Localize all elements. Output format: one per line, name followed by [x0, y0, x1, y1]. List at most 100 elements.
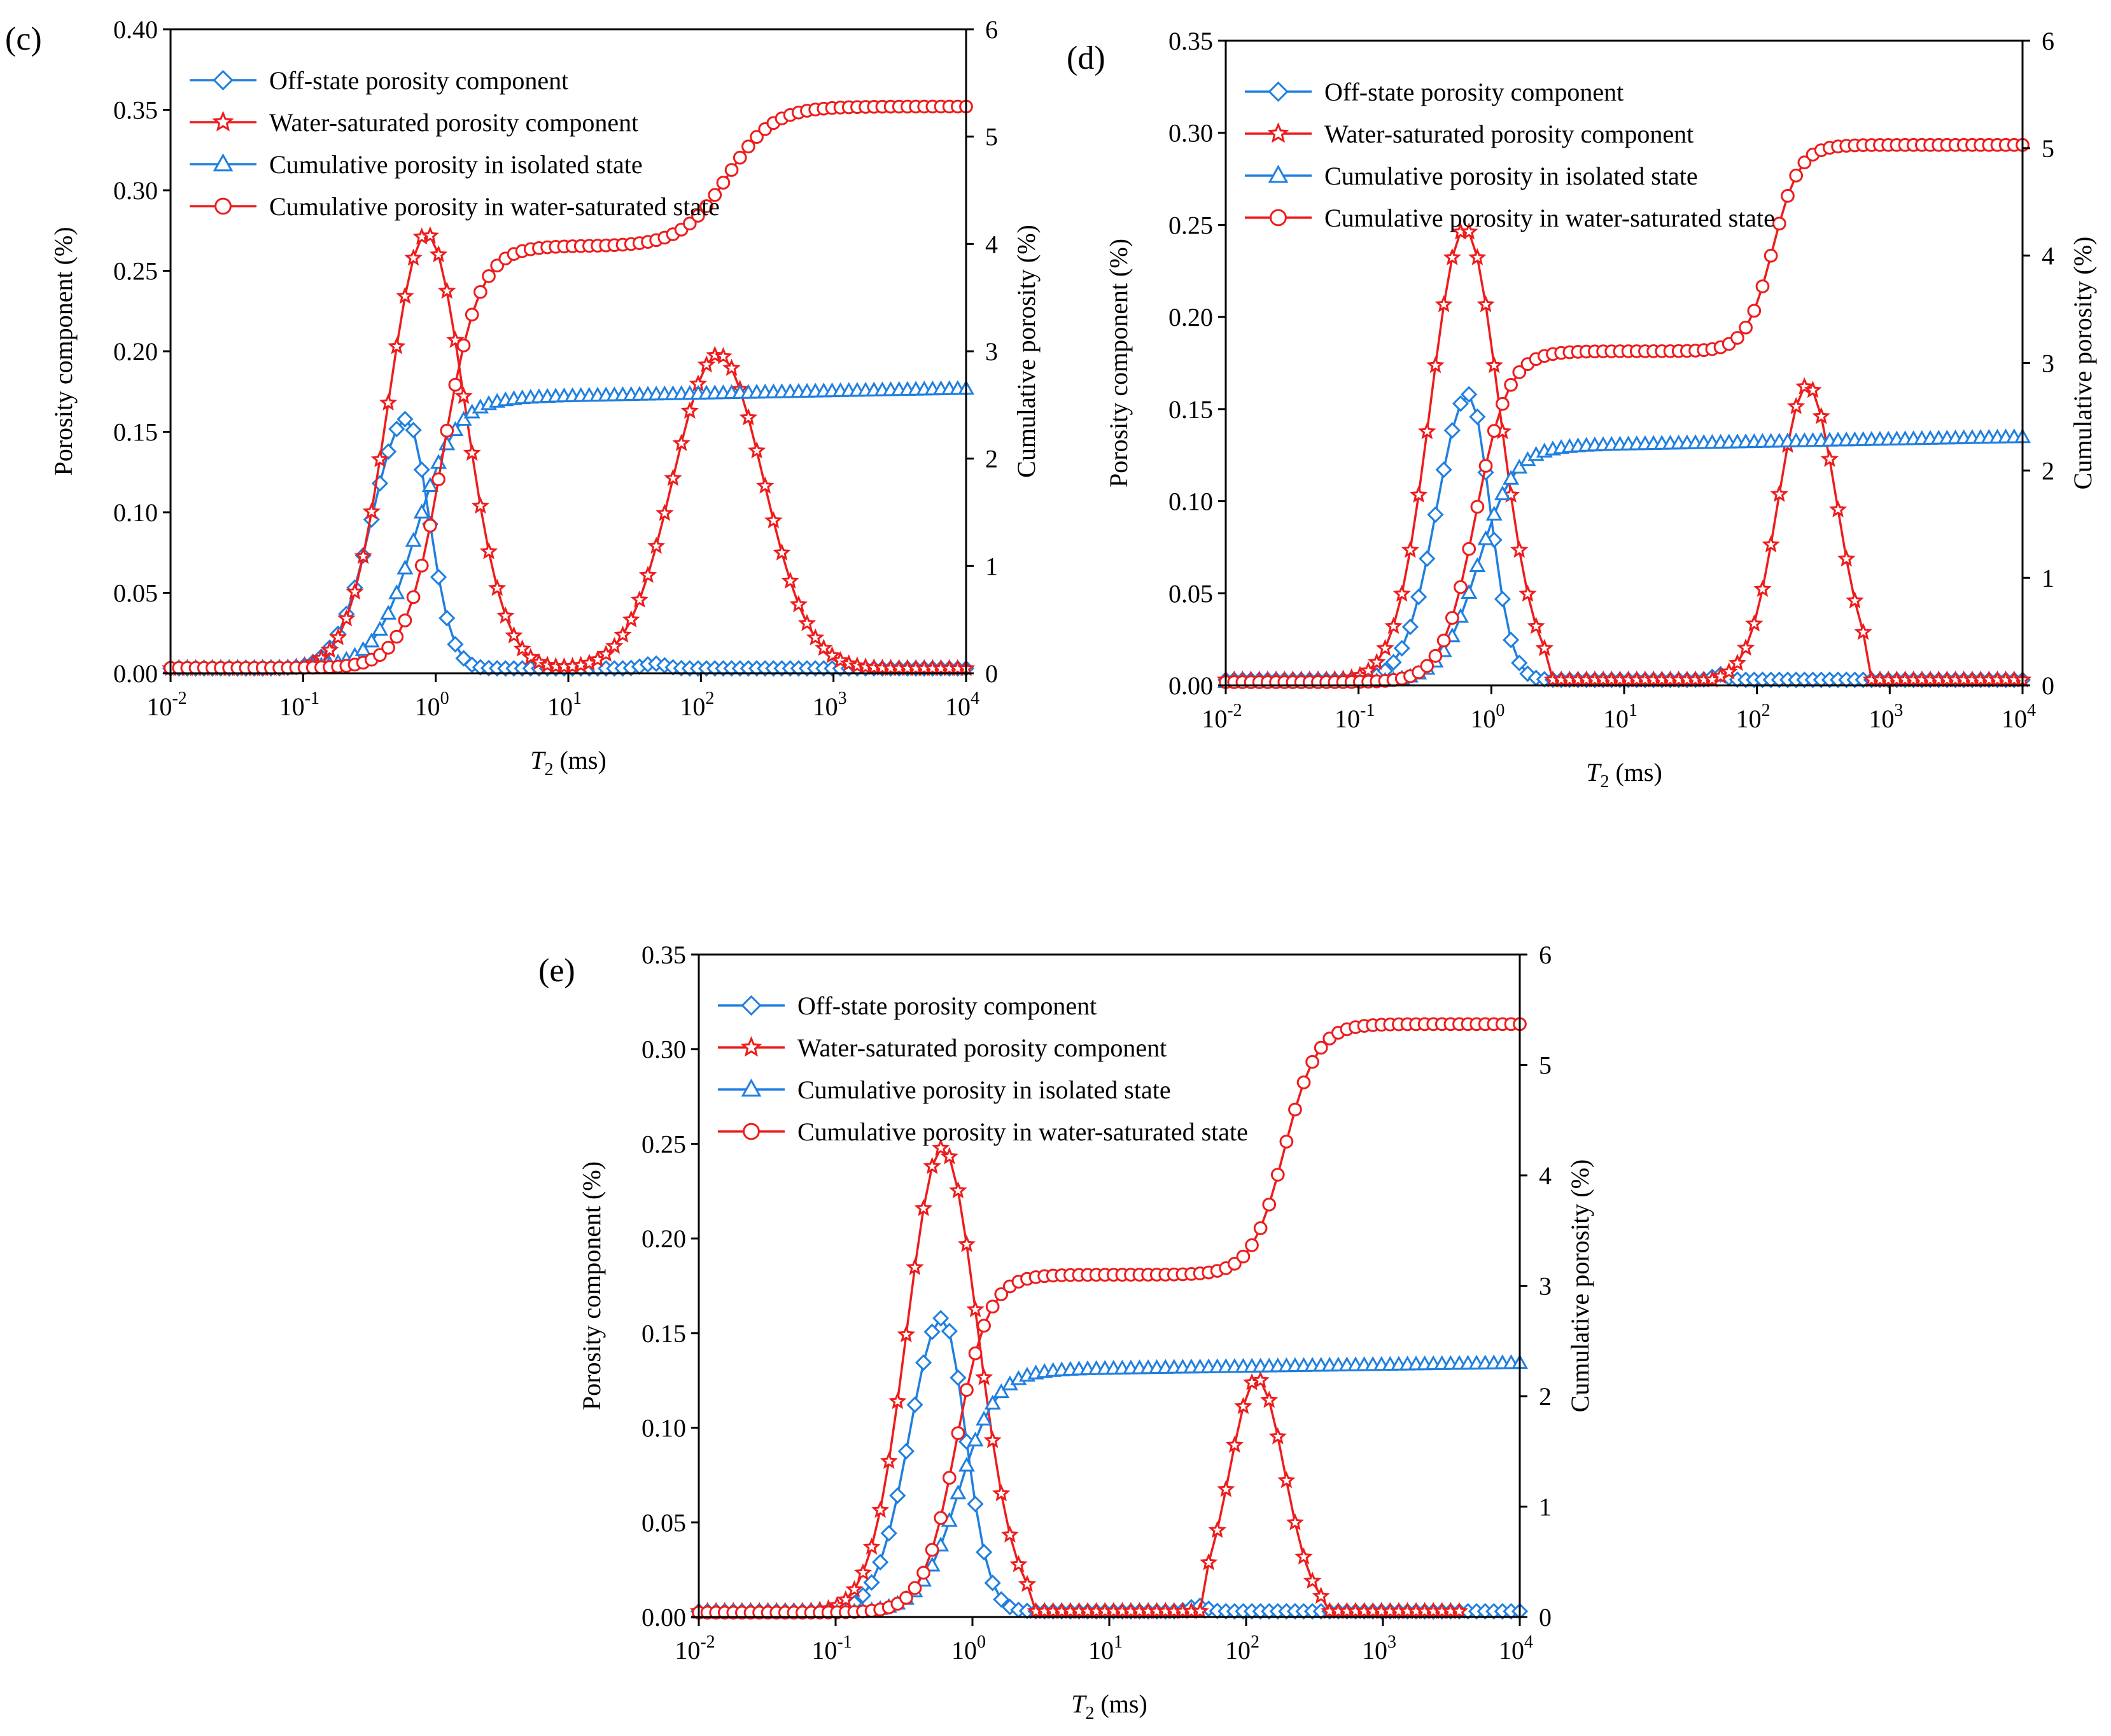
data-point: [388, 584, 405, 599]
data-point: [722, 358, 741, 376]
x-tick-label: 100: [1470, 701, 1504, 733]
y-tick-label: 0.10: [1168, 487, 1213, 516]
data-point: [404, 248, 423, 266]
data-point: [465, 307, 479, 322]
legend: Off-state porosity component Water-satura…: [718, 991, 1248, 1146]
data-point: [1270, 1168, 1285, 1182]
data-point: [647, 536, 666, 554]
data-point: [487, 578, 507, 596]
data-point: [806, 628, 825, 646]
y-tick-label: 0.00: [113, 659, 158, 688]
data-point: [1259, 1390, 1279, 1408]
diamond-icon: [213, 69, 234, 91]
diamond-icon: [1268, 81, 1289, 102]
data-point: [1376, 639, 1394, 656]
data-point: [724, 163, 739, 177]
data-point: [371, 620, 388, 636]
x-tick-label: 10-2: [146, 689, 186, 721]
data-point: [1503, 470, 1520, 485]
y2-tick-label: 3: [985, 337, 998, 366]
data-point: [471, 496, 490, 514]
data-point: [1764, 248, 1778, 263]
data-point: [656, 503, 674, 521]
data-point: [985, 1299, 1000, 1314]
data-point: [421, 477, 438, 492]
legend-label: Water-saturated porosity component: [1324, 120, 1694, 148]
data-point: [1277, 1471, 1296, 1488]
data-point: [396, 410, 414, 428]
star-icon: [212, 111, 234, 132]
data-point: [1245, 1238, 1259, 1252]
data-point: [950, 1369, 967, 1387]
diamond-icon: [741, 995, 762, 1016]
y2-tick-label: 4: [1539, 1161, 1552, 1190]
data-point: [1418, 422, 1436, 440]
data-point: [396, 286, 414, 304]
data-point: [455, 410, 472, 426]
legend: Off-state porosity component Water-satura…: [1245, 78, 1775, 232]
data-point: [1854, 622, 1872, 640]
data-point: [1393, 640, 1410, 657]
data-point: [899, 1590, 913, 1605]
data-point: [853, 1563, 873, 1581]
data-point: [1191, 1602, 1209, 1620]
data-point: [815, 638, 833, 656]
x-tick-label: 104: [2002, 701, 2036, 733]
data-point: [538, 655, 557, 673]
data-point: [1435, 461, 1452, 479]
data-point: [320, 640, 339, 658]
y2-tick-label: 1: [985, 552, 998, 580]
chart-panel-e: 0.00 0.05 0.10 0.15 0.20 0.25 0.30 0.35 0 1 2 3 4 5 6 1…: [538, 941, 1594, 1723]
series-circle: [164, 99, 973, 675]
data-point: [329, 627, 347, 645]
y-tick-label: 0.20: [1168, 303, 1213, 332]
data-point: [429, 245, 448, 263]
data-point: [1812, 407, 1830, 424]
data-point: [496, 606, 515, 624]
data-point: [1199, 1553, 1218, 1571]
data-point: [664, 468, 682, 486]
data-point: [908, 1581, 922, 1595]
y2-tick-label: 1: [1539, 1493, 1552, 1522]
data-point: [413, 503, 430, 519]
data-point: [1770, 484, 1789, 502]
data-point: [370, 450, 389, 468]
x-tick-label: 102: [1736, 701, 1771, 733]
data-point: [960, 1383, 974, 1397]
data-point: [1384, 617, 1403, 634]
data-point: [1469, 557, 1486, 573]
data-point: [1755, 279, 1770, 293]
data-point: [1487, 424, 1501, 438]
data-point: [1443, 248, 1462, 265]
y-tick-label: 0.25: [113, 257, 158, 286]
y2-tick-label: 6: [985, 15, 998, 44]
data-point: [405, 532, 422, 547]
data-point: [463, 444, 481, 461]
y-tick-label: 0.25: [642, 1130, 686, 1158]
data-point: [934, 1511, 948, 1525]
data-point: [1535, 639, 1554, 656]
data-point: [1225, 1435, 1244, 1453]
data-point: [381, 641, 395, 655]
y2-axis-title: Cumulative porosity (%): [1012, 225, 1041, 478]
y2-tick-label: 0: [1539, 1603, 1552, 1632]
data-point: [747, 441, 766, 459]
data-point: [337, 609, 356, 627]
data-point: [346, 582, 364, 600]
y2-axis-title: Cumulative porosity (%): [2068, 237, 2097, 490]
data-point: [1452, 395, 1469, 412]
x-tick-label: 10-1: [279, 689, 319, 721]
data-point: [1434, 295, 1453, 312]
data-point: [940, 1147, 959, 1165]
data-point: [1518, 584, 1537, 602]
x-tick-label: 103: [1869, 701, 1903, 733]
data-point: [992, 1484, 1011, 1502]
y-tick-label: 0.35: [1168, 27, 1213, 55]
y2-tick-label: 5: [1539, 1051, 1552, 1080]
data-point: [1436, 633, 1451, 648]
x-tick-label: 10-2: [1202, 701, 1242, 733]
data-point: [897, 1443, 915, 1460]
data-point: [950, 1484, 967, 1500]
data-point: [1504, 377, 1518, 392]
